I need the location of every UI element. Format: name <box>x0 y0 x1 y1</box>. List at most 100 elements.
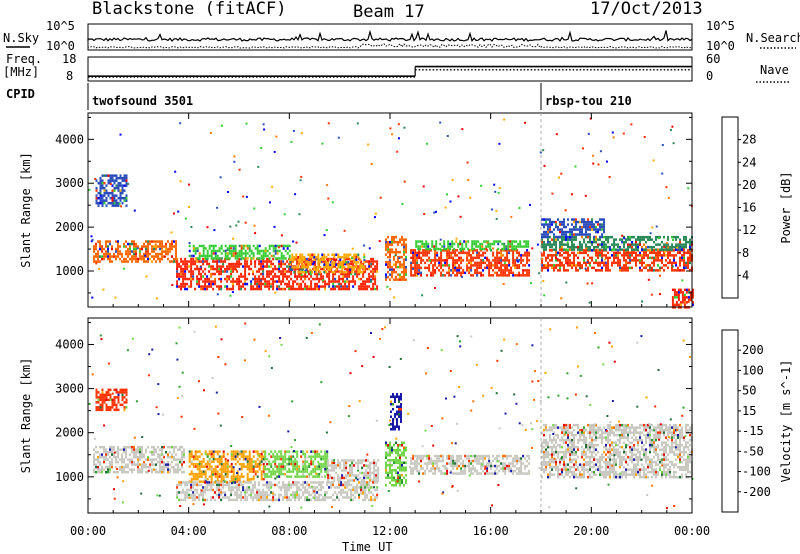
echo-cell <box>115 204 118 207</box>
echo-cell <box>398 257 401 260</box>
echo-cell <box>192 254 195 258</box>
echo-cell <box>232 265 235 268</box>
echo-cell <box>226 460 229 463</box>
echo-cell <box>244 254 247 258</box>
echo-cell <box>465 242 468 246</box>
echo-cell <box>300 470 303 473</box>
echo-cell <box>561 240 563 244</box>
echo-cell <box>351 479 354 482</box>
echo-cell <box>159 470 161 474</box>
echo-cell <box>343 469 346 472</box>
echo-cell <box>472 264 475 267</box>
echo-cell <box>184 260 187 263</box>
echo-cell <box>135 250 137 253</box>
echo-cell <box>262 254 265 258</box>
echo-cell <box>357 253 360 256</box>
echo-cell <box>244 275 247 278</box>
echo-cell <box>423 245 426 248</box>
echo-cell <box>294 467 297 471</box>
echo-cell <box>563 243 565 246</box>
echo-cell <box>670 128 672 131</box>
echo-cell <box>248 493 251 497</box>
echo-cell <box>352 488 355 492</box>
echo-cell <box>260 450 263 453</box>
echo-cell <box>99 184 102 187</box>
echo-cell <box>591 218 593 221</box>
echo-cell <box>474 249 477 252</box>
echo-cell <box>290 270 293 273</box>
echo-cell <box>322 457 325 461</box>
echo-cell <box>365 476 368 480</box>
echo-cell <box>119 468 121 471</box>
echo-cell <box>627 254 629 257</box>
echo-cell <box>615 248 617 251</box>
echo-cell <box>252 491 255 494</box>
echo-cell <box>280 462 283 466</box>
echo-cell <box>361 479 364 482</box>
echo-cell <box>655 251 657 255</box>
echo-cell <box>403 270 405 274</box>
echo-cell <box>348 285 351 288</box>
echo-cell <box>659 269 661 272</box>
echo-cell <box>571 251 573 255</box>
echo-cell <box>258 282 261 286</box>
echo-cell <box>565 256 567 260</box>
echo-cell <box>391 275 393 279</box>
echo-cell <box>155 252 157 256</box>
echo-cell <box>561 223 563 226</box>
echo-cell <box>196 265 199 268</box>
echo-cell <box>220 498 223 502</box>
echo-cell <box>629 259 631 262</box>
echo-cell <box>159 242 161 246</box>
echo-cell <box>323 256 326 259</box>
echo-cell <box>671 254 673 257</box>
echo-cell <box>341 263 344 266</box>
echo-cell <box>95 255 97 258</box>
echo-cell <box>95 179 98 182</box>
echo-cell <box>339 256 342 259</box>
echo-cell <box>212 455 215 458</box>
echo-cell <box>470 264 473 267</box>
echo-cell <box>342 491 345 494</box>
echo-cell <box>426 251 429 255</box>
echo-cell <box>667 238 669 241</box>
echo-cell <box>206 477 209 481</box>
echo-cell <box>327 469 330 472</box>
echo-cell <box>143 242 145 246</box>
echo-cell <box>573 238 575 241</box>
echo-cell <box>545 248 547 251</box>
echo-cell <box>206 498 209 502</box>
echo-cell <box>280 457 283 461</box>
echo-cell <box>151 245 153 248</box>
echo-cell <box>105 448 107 451</box>
echo-cell <box>284 450 287 453</box>
echo-cell <box>99 255 101 258</box>
echo-cell <box>316 475 319 478</box>
echo-cell <box>652 159 655 162</box>
echo-cell <box>525 240 528 243</box>
echo-cell <box>395 275 397 279</box>
echo-cell <box>252 467 255 471</box>
echo-cell <box>337 266 340 269</box>
echo-cell <box>520 256 523 260</box>
echo-cell <box>190 480 193 483</box>
echo-cell <box>393 263 395 266</box>
echo-cell <box>416 266 419 270</box>
echo-cell <box>647 254 649 257</box>
echo-cell <box>274 252 277 255</box>
echo-cell <box>313 256 316 259</box>
echo-cell <box>573 261 575 265</box>
echo-cell <box>490 274 493 277</box>
echo-cell <box>337 461 340 465</box>
echo-cell <box>218 496 221 499</box>
echo-cell <box>677 291 680 294</box>
echo-cell <box>115 201 118 205</box>
echo-cell <box>328 270 331 273</box>
cpid-programs: twofsound 3501 rbsp-tou 210 <box>87 83 632 110</box>
echo-cell <box>206 257 209 260</box>
echo-cell <box>319 258 322 261</box>
echo-cell <box>405 268 407 271</box>
echo-cell <box>242 452 245 456</box>
echo-cell <box>204 257 207 260</box>
echo-cell <box>356 275 359 278</box>
